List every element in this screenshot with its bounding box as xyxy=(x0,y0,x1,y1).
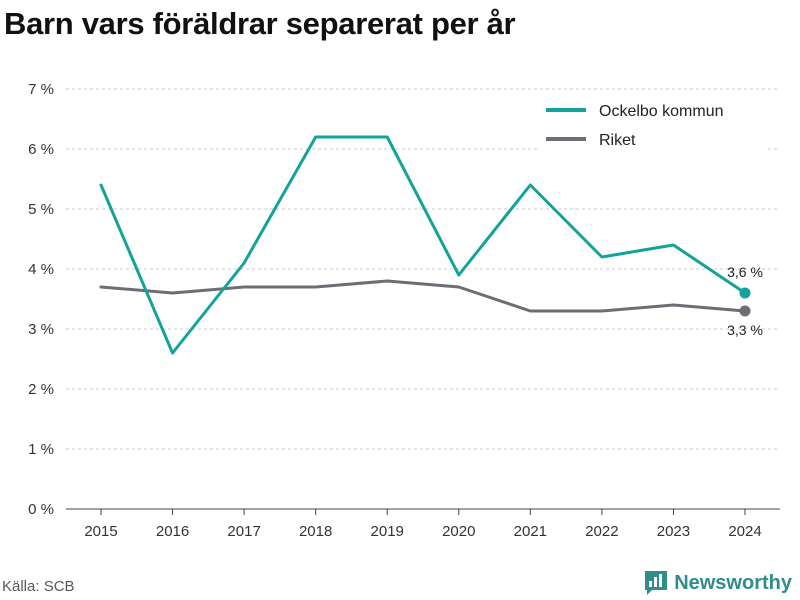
y-tick-label: 1 % xyxy=(28,441,54,458)
end-value-label: 3,3 % xyxy=(727,322,763,338)
end-labels: 3,6 % 3,3 % xyxy=(727,264,763,338)
x-tick-label: 2022 xyxy=(585,523,618,540)
series-end-point xyxy=(739,305,751,317)
x-tick-label: 2024 xyxy=(728,523,761,540)
newsworthy-logo-icon xyxy=(645,571,668,595)
source-note: Källa: SCB xyxy=(2,578,75,595)
legend: Ockelbo kommun Riket xyxy=(538,94,766,152)
y-axis: 0 % 1 % 2 % 3 % 4 % 5 % 6 % 7 % xyxy=(28,81,54,518)
end-value-label: 3,6 % xyxy=(727,264,763,280)
brand-name: Newsworthy xyxy=(674,571,792,594)
y-tick-label: 0 % xyxy=(28,501,54,518)
y-tick-label: 5 % xyxy=(28,201,54,218)
x-tick-label: 2020 xyxy=(442,523,475,540)
legend-background xyxy=(538,94,766,152)
brand: Newsworthy xyxy=(644,570,792,596)
series-line xyxy=(99,135,747,355)
series-layer xyxy=(99,135,751,355)
x-tick-label: 2021 xyxy=(514,523,547,540)
y-tick-label: 3 % xyxy=(28,321,54,338)
x-axis: 2015 2016 2017 2018 2019 2020 2021 2022 2023 2024 xyxy=(66,508,780,540)
y-tick-label: 7 % xyxy=(28,81,54,98)
y-tick-label: 6 % xyxy=(28,141,54,158)
series-end-point xyxy=(739,287,751,299)
y-tick-label: 4 % xyxy=(28,261,54,278)
x-tick-label: 2016 xyxy=(156,523,189,540)
x-tick-label: 2023 xyxy=(657,523,690,540)
series-line xyxy=(99,279,747,313)
x-tick-label: 2019 xyxy=(371,523,404,540)
x-tick-label: 2015 xyxy=(84,523,117,540)
x-tick-label: 2017 xyxy=(227,523,260,540)
legend-label: Ockelbo kommun xyxy=(599,103,724,120)
y-tick-label: 2 % xyxy=(28,381,54,398)
x-tick-label: 2018 xyxy=(299,523,332,540)
chart-title: Barn vars föräldrar separerat per år xyxy=(4,6,516,41)
legend-label: Riket xyxy=(599,132,636,149)
